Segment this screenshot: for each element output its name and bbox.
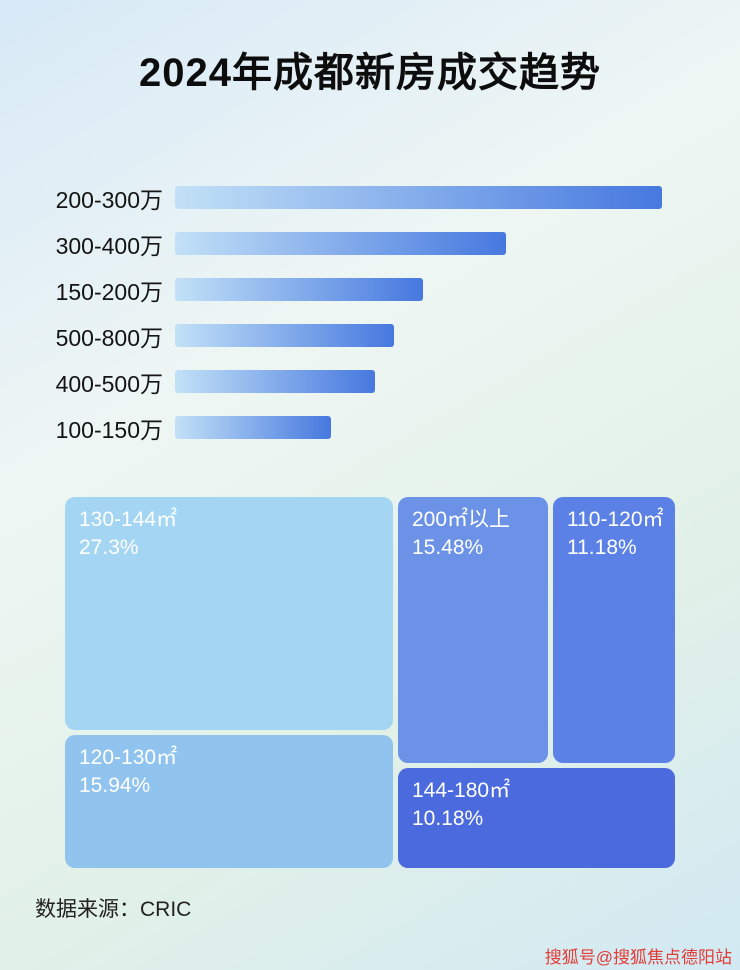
treemap-block-label: 130-144㎡: [79, 508, 178, 531]
bar-category-label: 400-500万: [55, 370, 163, 397]
bar-track: [175, 232, 662, 255]
bar-row: 150-200万: [30, 278, 710, 305]
watermark: 搜狐号@搜狐焦点德阳站: [544, 948, 732, 967]
bar-track: [175, 186, 662, 209]
treemap-block-percent: 15.94%: [79, 774, 151, 798]
treemap-block-label: 110-120㎡: [567, 508, 664, 531]
treemap-block: 110-120㎡ 11.18%: [553, 497, 675, 763]
area-range-treemap: 130-144㎡ 27.3% 120-130㎡ 15.94% 200㎡以上 15.48% 1…: [65, 497, 675, 868]
bar-track: [175, 324, 662, 347]
bar: [175, 370, 375, 393]
bar-row: 500-800万: [30, 324, 710, 351]
bar-category-label: 500-800万: [55, 324, 163, 351]
treemap-block: 200㎡以上 15.48%: [398, 497, 548, 763]
price-range-bar-chart: 200-300万 300-400万 150-200万 500-800万 400-500万…: [30, 186, 710, 462]
page-title: 2024年成都新房成交趋势: [139, 51, 601, 95]
bar-category-label: 150-200万: [55, 278, 163, 305]
bar-category-label: 100-150万: [55, 416, 163, 443]
treemap-block-label: 144-180㎡: [412, 779, 511, 802]
bar-category-label: 300-400万: [55, 232, 163, 259]
treemap-block-label: 120-130㎡: [79, 746, 178, 769]
treemap-block-percent: 11.18%: [567, 536, 637, 560]
bar: [175, 186, 662, 209]
treemap-block: 120-130㎡ 15.94%: [65, 735, 393, 868]
data-source-note: 数据来源：CRIC: [35, 898, 192, 921]
treemap-block-percent: 15.48%: [412, 536, 484, 560]
bar: [175, 416, 331, 439]
bar-category-label: 200-300万: [55, 186, 163, 213]
treemap-block: 144-180㎡ 10.18%: [398, 768, 675, 868]
bar-track: [175, 416, 662, 439]
bar-track: [175, 370, 662, 393]
bar-row: 100-150万: [30, 416, 710, 443]
bar-row: 300-400万: [30, 232, 710, 259]
treemap-block-percent: 27.3%: [79, 536, 139, 560]
bar-track: [175, 278, 662, 301]
treemap-block-percent: 10.18%: [412, 807, 484, 831]
treemap-block-label: 200㎡以上: [412, 508, 511, 531]
bar-row: 200-300万: [30, 186, 710, 213]
treemap-block: 130-144㎡ 27.3%: [65, 497, 393, 730]
bar: [175, 324, 395, 347]
bar-row: 400-500万: [30, 370, 710, 397]
bar: [175, 232, 507, 255]
bar: [175, 278, 424, 301]
